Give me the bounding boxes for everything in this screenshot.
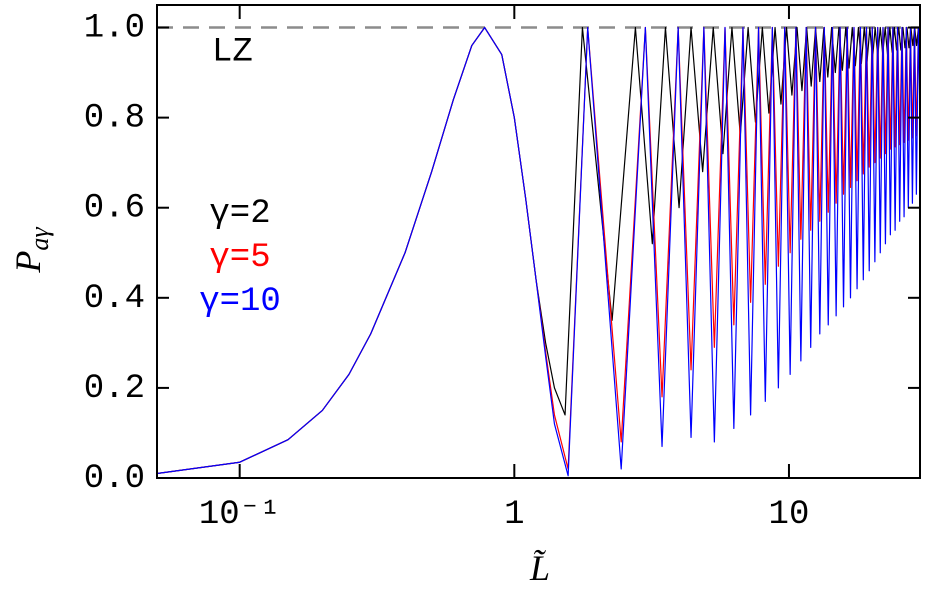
x-tick-label: 10⁻¹ [199, 496, 281, 534]
x-tick-label: 10 [769, 496, 810, 534]
y-axis-subscript: aγ [25, 227, 54, 251]
legend-entry: γ=10 [199, 283, 281, 321]
y-tick-label: 1.0 [84, 10, 145, 48]
x-tick-label: 1 [504, 496, 524, 534]
y-tick-label: 0.0 [84, 460, 145, 498]
y-axis-symbol: P [8, 251, 48, 274]
series-line [156, 26, 921, 477]
plot-frame [156, 4, 921, 479]
y-tick-label: 0.8 [84, 100, 145, 138]
legend-entry: γ=5 [209, 239, 270, 277]
reference-label: LZ [212, 34, 253, 72]
y-tick-label: 0.6 [84, 190, 145, 228]
y-tick-label: 0.4 [84, 280, 145, 318]
y-axis-title: Paγ [8, 227, 54, 274]
x-axis-title: L̃ [529, 548, 550, 588]
y-tick-label: 0.2 [84, 370, 145, 408]
legend-entry: γ=2 [209, 195, 270, 233]
